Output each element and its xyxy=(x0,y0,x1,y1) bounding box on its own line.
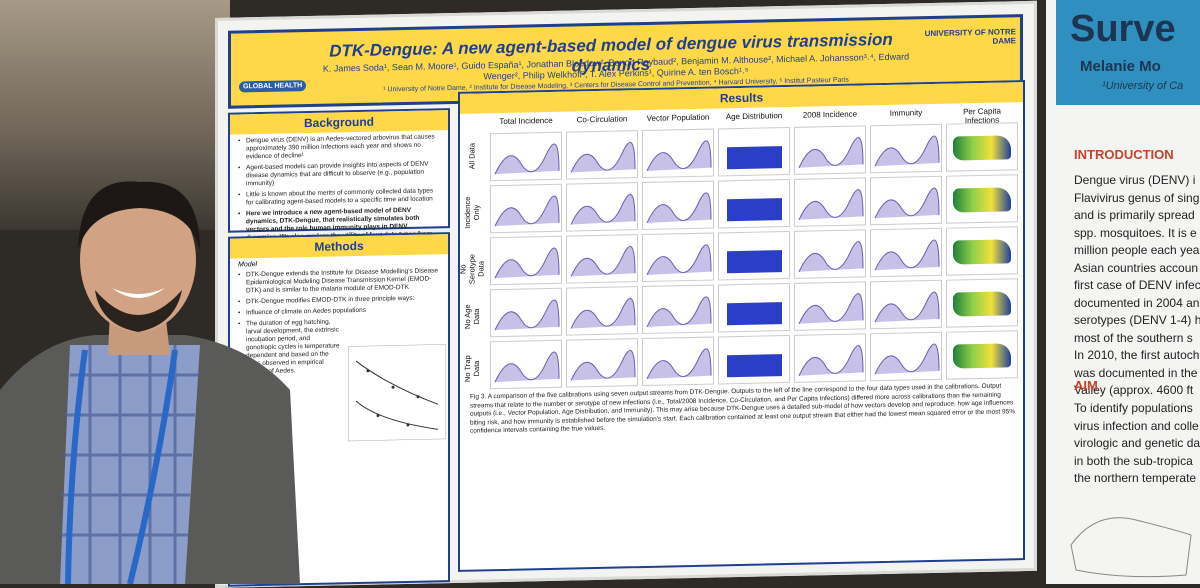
column-header: Co-Circulation xyxy=(576,114,628,125)
column-header: Total Incidence xyxy=(499,115,553,127)
affiliation: ¹University of Ca xyxy=(1102,80,1184,92)
plot xyxy=(946,330,1018,380)
plot xyxy=(718,178,790,229)
text-line: Asian countries accoun xyxy=(1074,260,1199,275)
column-header: Vector Population xyxy=(646,112,710,123)
person xyxy=(0,181,300,584)
poster: GLOBAL HEALTH DTK-Dengue: A new agent-ba… xyxy=(215,0,1037,588)
poster-title: Surve xyxy=(1070,8,1176,50)
plot xyxy=(946,278,1018,328)
row-header: All Data xyxy=(467,142,477,170)
bullet: Dengue virus (DENV) is an Aedes-vectored… xyxy=(246,133,440,161)
text-line: first case of DENV infec xyxy=(1074,278,1200,292)
figure xyxy=(348,344,446,442)
text-line: serotypes (DENV 1-4) h xyxy=(1074,313,1200,327)
logo-right: UNIVERSITY OF NOTRE DAME xyxy=(924,27,1016,46)
caption: Fig 3. A comparison of the five calibrat… xyxy=(470,382,1016,435)
text-line: million people each yea xyxy=(1074,243,1200,257)
text-line: virologic and genetic da xyxy=(1074,436,1200,450)
text-line: documented in 2004 an xyxy=(1074,295,1200,310)
plot xyxy=(718,334,790,385)
plot xyxy=(794,229,866,279)
column-header: Immunity xyxy=(889,108,923,118)
plot xyxy=(566,182,638,232)
plot xyxy=(566,234,638,284)
plot xyxy=(718,282,790,333)
text-line: was documented in the xyxy=(1074,365,1198,380)
plot xyxy=(642,284,714,335)
plot xyxy=(718,126,790,177)
methods-panel: Methods Model DTK-Dengue extends the Ins… xyxy=(228,232,450,587)
plot xyxy=(870,175,942,226)
section-heading: Background xyxy=(230,110,448,135)
plot xyxy=(870,331,942,382)
plot xyxy=(794,177,866,227)
plot xyxy=(566,130,638,180)
plot xyxy=(870,279,942,330)
column-header: 2008 Incidence xyxy=(802,109,858,120)
plot xyxy=(642,232,714,283)
text-line: Valley (approx. 4600 ft xyxy=(1074,383,1194,397)
text-line: in both the sub-tropica xyxy=(1074,453,1193,468)
plot xyxy=(718,230,790,281)
results-panel: Results Total Incidence Co-Circulation Vec… xyxy=(458,80,1025,572)
plot xyxy=(946,174,1018,224)
text: To identify populations virus infection a… xyxy=(1074,400,1200,488)
plot xyxy=(870,123,942,174)
row-header: Incidence Only xyxy=(463,196,481,229)
text-line: To identify populations xyxy=(1074,401,1193,415)
text-line: Flavivirus genus of sing xyxy=(1074,190,1200,205)
plot xyxy=(642,180,714,231)
text-line: and is primarily spread xyxy=(1074,208,1195,222)
plot xyxy=(490,183,562,234)
header xyxy=(1056,0,1200,105)
text-line: spp. mosquitoes. It is e xyxy=(1074,225,1197,240)
row-header: No Age Data xyxy=(463,304,481,330)
right-poster: Surve Melanie Mo ¹University of Ca INTRO… xyxy=(1046,0,1200,584)
text-line: most of the southern s xyxy=(1074,330,1193,345)
row-header: No Trap Data xyxy=(463,355,481,383)
plot xyxy=(490,131,562,182)
section-heading: AIM xyxy=(1074,378,1098,393)
plot xyxy=(566,286,638,336)
plot xyxy=(870,227,942,278)
plot xyxy=(642,336,714,387)
row-header: No Serotype Data xyxy=(458,254,486,285)
text-line: Dengue virus (DENV) i xyxy=(1074,173,1196,187)
plot xyxy=(794,281,866,331)
text-line: In 2010, the first autoch xyxy=(1074,348,1200,362)
plot xyxy=(490,235,562,286)
plot xyxy=(642,128,714,179)
column-header: Age Distribution xyxy=(725,111,783,122)
author: Melanie Mo xyxy=(1080,58,1161,75)
plot xyxy=(946,226,1018,276)
plot xyxy=(946,122,1018,172)
figure-grid: Total Incidence Co-Circulation Vector Popu… xyxy=(459,102,1023,390)
plot xyxy=(490,339,562,390)
text: Dengue virus (DENV) i Flavivirus genus of… xyxy=(1074,172,1200,400)
plot xyxy=(794,333,866,383)
text-line: the northern temperate xyxy=(1074,471,1197,485)
map xyxy=(1070,517,1192,578)
plot xyxy=(566,338,638,388)
plot xyxy=(490,287,562,338)
section-heading: INTRODUCTION xyxy=(1074,147,1174,162)
text-line: virus infection and colle xyxy=(1074,418,1199,433)
plot xyxy=(794,125,866,175)
